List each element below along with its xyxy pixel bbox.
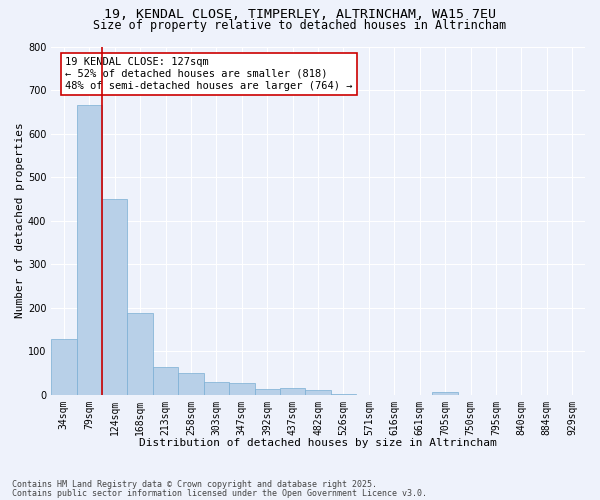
Bar [280, 388, 305, 394]
Bar [254, 389, 280, 394]
Text: Contains HM Land Registry data © Crown copyright and database right 2025.: Contains HM Land Registry data © Crown c… [12, 480, 377, 489]
Bar [229, 383, 254, 394]
Bar [203, 382, 229, 394]
Bar [127, 313, 153, 394]
X-axis label: Distribution of detached houses by size in Altrincham: Distribution of detached houses by size … [139, 438, 497, 448]
Text: 19, KENDAL CLOSE, TIMPERLEY, ALTRINCHAM, WA15 7EU: 19, KENDAL CLOSE, TIMPERLEY, ALTRINCHAM,… [104, 8, 496, 20]
Bar [433, 392, 458, 394]
Bar [305, 390, 331, 394]
Bar [102, 199, 127, 394]
Text: Size of property relative to detached houses in Altrincham: Size of property relative to detached ho… [94, 19, 506, 32]
Text: 19 KENDAL CLOSE: 127sqm
← 52% of detached houses are smaller (818)
48% of semi-d: 19 KENDAL CLOSE: 127sqm ← 52% of detache… [65, 58, 353, 90]
Bar [153, 367, 178, 394]
Bar [77, 105, 102, 395]
Bar [51, 340, 77, 394]
Y-axis label: Number of detached properties: Number of detached properties [15, 122, 25, 318]
Bar [178, 373, 203, 394]
Text: Contains public sector information licensed under the Open Government Licence v3: Contains public sector information licen… [12, 489, 427, 498]
